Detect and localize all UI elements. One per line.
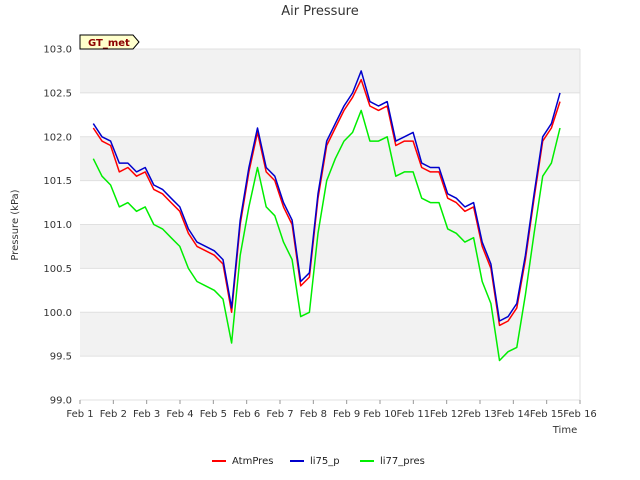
- x-tick-label: Feb 4: [166, 409, 193, 420]
- y-tick-label: 103.0: [43, 45, 72, 56]
- tag-label: GT_met: [88, 38, 130, 49]
- tag-box: [79, 34, 140, 50]
- x-axis-title: Time: [552, 425, 577, 436]
- chart-title: Air Pressure: [281, 4, 359, 19]
- legend: AtmPres li75_p li77_pres: [212, 456, 425, 467]
- series-line-li75_p: [92, 70, 561, 322]
- x-tick-label: Feb 14: [497, 409, 531, 420]
- gt-met-tag: GT_met: [79, 34, 140, 50]
- y-tick-label: 99.0: [50, 396, 72, 407]
- legend-label: AtmPres: [232, 456, 273, 467]
- y-tick-label: 99.5: [50, 352, 72, 363]
- x-tick-label: Feb 13: [463, 409, 497, 420]
- x-tick-label: Feb 12: [430, 409, 464, 420]
- series-layer: [92, 70, 561, 362]
- y-tick-label: 100.5: [43, 264, 72, 275]
- series-line-li77_pres: [92, 109, 561, 362]
- y-tick-label: 102.5: [43, 88, 72, 99]
- x-tick-label: Feb 15: [530, 409, 564, 420]
- x-tick-label: Feb 10: [363, 409, 397, 420]
- x-tick-label: Feb 3: [133, 409, 160, 420]
- legend-label: li77_pres: [380, 456, 425, 467]
- x-tick-label: Feb 16: [563, 409, 597, 420]
- y-tick-label: 100.0: [43, 308, 72, 319]
- x-tick-label: Feb 9: [333, 409, 360, 420]
- plot-background: [80, 48, 581, 401]
- x-tick-label: Feb 1: [66, 409, 93, 420]
- y-tick-label: 101.0: [43, 220, 72, 231]
- x-tick-label: Feb 8: [300, 409, 327, 420]
- grid-band: [80, 224, 580, 269]
- x-tick-label: Feb 2: [100, 409, 127, 420]
- x-tick-label: Feb 5: [200, 409, 227, 420]
- x-tick-label: Feb 7: [266, 409, 293, 420]
- y-tick-label: 102.0: [43, 132, 72, 143]
- y-tick-label: 101.5: [43, 176, 72, 187]
- grid-band: [80, 49, 580, 93]
- x-axis: Feb 1 Feb 2 Feb 3 Feb 4 Feb 5 Feb 6 Feb 7 Feb 8…: [66, 400, 597, 420]
- legend-label: li75_p: [310, 456, 340, 467]
- x-tick-label: Feb 6: [233, 409, 260, 420]
- y-axis-title: Pressure (kPa): [10, 189, 21, 260]
- y-axis: 99.0 99.5 100.0 100.5 101.0 101.5 102.0 102.5 10…: [43, 45, 72, 407]
- x-tick-label: Feb 11: [397, 409, 431, 420]
- grid-band: [80, 312, 580, 357]
